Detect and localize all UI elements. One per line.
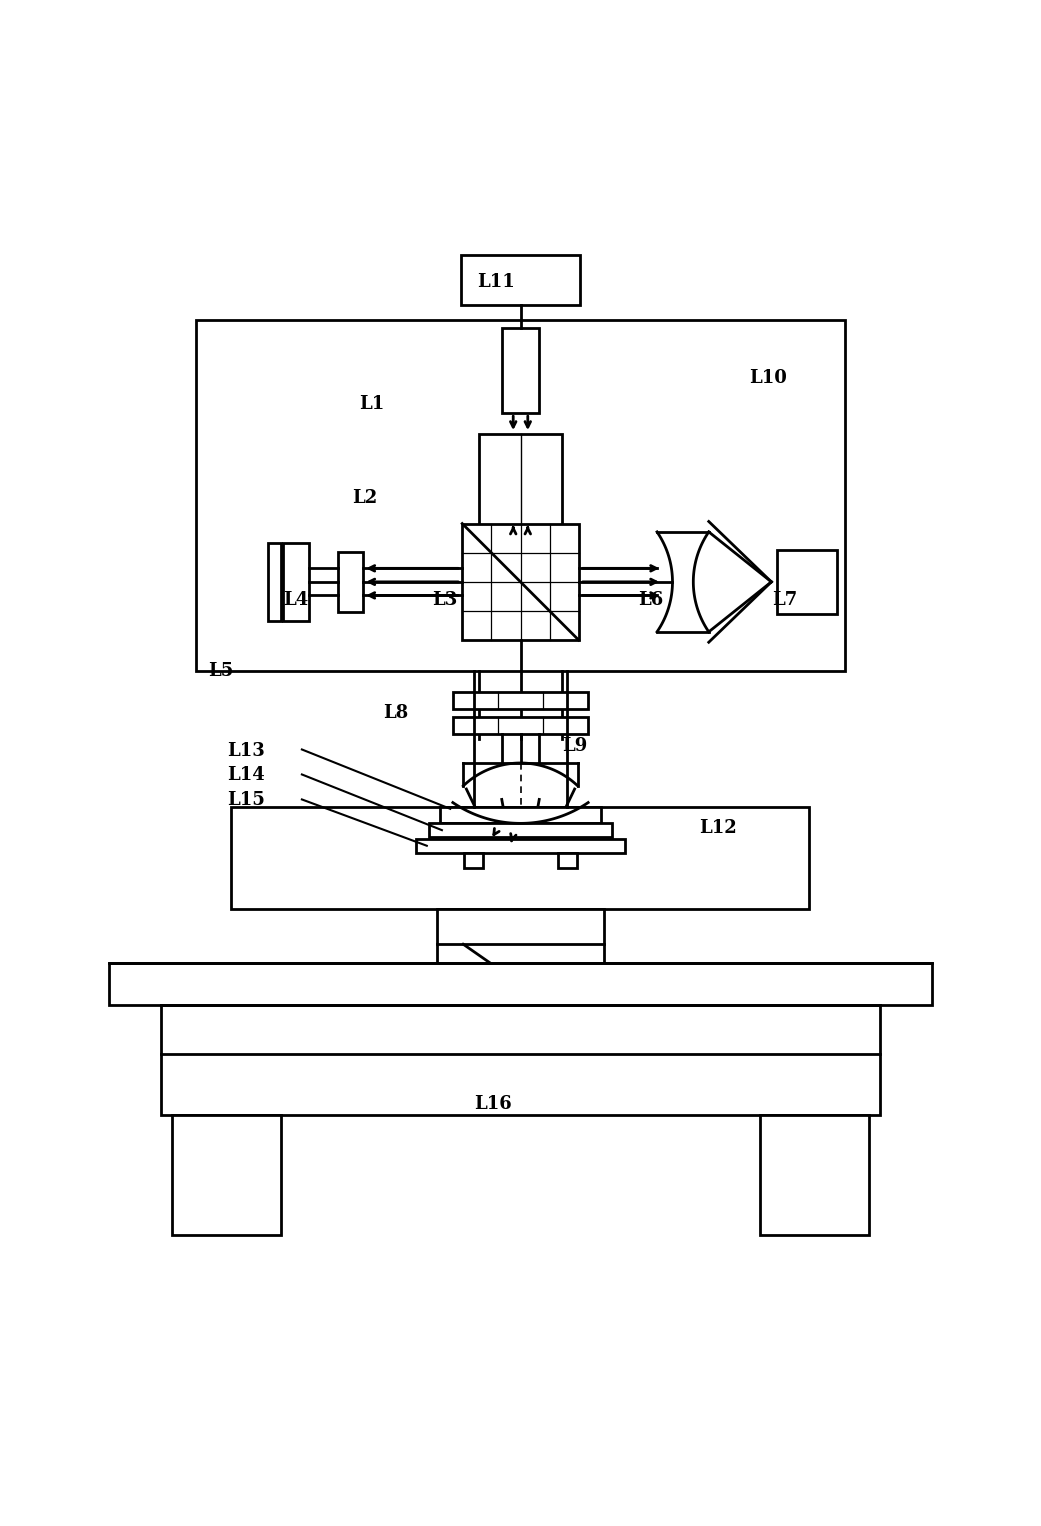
Text: L7: L7 xyxy=(772,591,797,609)
Bar xyxy=(109,963,932,1004)
Bar xyxy=(453,693,588,710)
Bar xyxy=(439,807,602,824)
Text: L2: L2 xyxy=(352,488,377,507)
Text: L14: L14 xyxy=(227,766,264,784)
Text: L10: L10 xyxy=(750,369,787,386)
Bar xyxy=(453,717,588,734)
Bar xyxy=(460,255,581,305)
Bar xyxy=(777,549,837,613)
Text: L3: L3 xyxy=(432,591,457,609)
Text: L6: L6 xyxy=(638,591,663,609)
Text: L15: L15 xyxy=(227,792,264,809)
Bar xyxy=(338,552,363,612)
Bar xyxy=(196,319,845,671)
Bar xyxy=(502,328,539,414)
Text: L12: L12 xyxy=(700,818,737,836)
Text: L8: L8 xyxy=(383,703,408,722)
Bar xyxy=(464,853,483,868)
Bar xyxy=(161,1054,880,1116)
Bar xyxy=(429,824,611,836)
Bar xyxy=(479,433,562,530)
Bar xyxy=(416,839,625,853)
Text: L9: L9 xyxy=(562,737,587,755)
Bar xyxy=(172,1116,281,1235)
Bar xyxy=(231,807,809,909)
Bar xyxy=(558,853,577,868)
Bar xyxy=(283,543,309,621)
Text: L1: L1 xyxy=(359,395,384,414)
Bar xyxy=(760,1116,869,1235)
Bar xyxy=(437,909,604,966)
Text: L5: L5 xyxy=(208,662,233,681)
Text: L13: L13 xyxy=(227,742,264,760)
Text: L4: L4 xyxy=(283,591,308,609)
Bar xyxy=(268,543,281,621)
Text: L16: L16 xyxy=(474,1096,511,1114)
Bar xyxy=(462,523,579,641)
Text: L11: L11 xyxy=(477,273,514,291)
